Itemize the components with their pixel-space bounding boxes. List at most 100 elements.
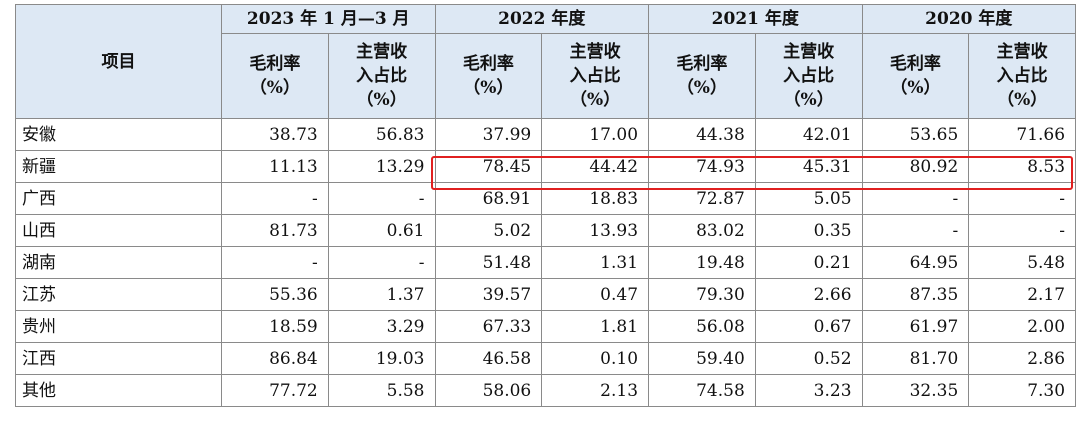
value-cell: 80.92: [861, 150, 970, 183]
value-cell: 86.84: [221, 342, 329, 375]
value-cell: 44.38: [648, 118, 756, 151]
value-cell: -: [968, 182, 1077, 215]
region-cell: 山西: [15, 214, 222, 247]
value-cell: -: [327, 182, 436, 215]
value-cell: 5.58: [327, 374, 436, 407]
metric-header-line: 入占比: [356, 66, 408, 86]
period-header-2022: 2022 年度: [434, 4, 650, 34]
value-cell: 2.00: [968, 310, 1077, 343]
value-cell: -: [221, 182, 329, 215]
value-cell: 13.29: [327, 150, 436, 183]
region-cell: 新疆: [15, 150, 222, 183]
table-row: 山西 81.73 0.61 5.02 13.93 83.02 0.35- -: [15, 214, 1077, 247]
value-cell: 19.48: [648, 246, 756, 279]
value-cell: 64.95: [861, 246, 970, 279]
value-cell: 61.97: [861, 310, 970, 343]
metric-header-gross-margin: 毛利率 （%）: [434, 33, 543, 119]
metric-header-line: （%）: [249, 78, 300, 98]
table-row: 新疆 11.13 13.29 78.45 44.42 74.93 45.31 80.92 8.5…: [15, 150, 1077, 183]
metric-header-gross-margin: 毛利率 （%）: [861, 33, 970, 119]
metric-header-line: （%）: [676, 78, 727, 98]
metric-header-line: 主营收: [569, 42, 621, 62]
value-cell: 2.66: [754, 278, 863, 311]
value-cell: 77.72: [221, 374, 329, 407]
metric-header-line: 毛利率: [676, 54, 728, 74]
value-cell: 32.35: [861, 374, 970, 407]
value-cell: 56.08: [648, 310, 756, 343]
value-cell: 0.35: [754, 214, 863, 247]
region-cell: 其他: [15, 374, 222, 407]
table-row: 贵州 18.59 3.29 67.33 1.81 56.08 0.67 61.97 2.00: [15, 310, 1077, 343]
region-cell: 广西: [15, 182, 222, 215]
value-cell: 5.05: [754, 182, 863, 215]
value-cell: 18.83: [541, 182, 650, 215]
table-wrapper: 项目 2023 年 1 月—3 月 2022 年度 2021 年度 2020 年…: [0, 4, 1080, 407]
region-cell: 江西: [15, 342, 222, 375]
metric-header-revenue-share: 主营收 入占比 （%）: [541, 33, 650, 119]
table-row: 广西 - -68.91 18.83 72.87 5.05- -: [15, 182, 1077, 215]
value-cell: -: [221, 246, 329, 279]
value-cell: -: [861, 214, 970, 247]
value-cell: 19.03: [327, 342, 436, 375]
metric-header-revenue-share: 主营收 入占比 （%）: [968, 33, 1077, 119]
table-row: 湖南 - -51.48 1.31 19.48 0.21 64.95 5.48: [15, 246, 1077, 279]
value-cell: 1.81: [541, 310, 650, 343]
metric-header-row: 毛利率 （%） 主营收 入占比 （%） 毛利率 （%） 主营收 入占比 （%） 毛利率 （%） 主营收入…: [16, 33, 1077, 119]
value-cell: 87.35: [861, 278, 970, 311]
metric-header-gross-margin: 毛利率 （%）: [648, 33, 756, 119]
value-cell: 42.01: [754, 118, 863, 151]
value-cell: 55.36: [221, 278, 329, 311]
region-cell: 贵州: [15, 310, 222, 343]
value-cell: -: [327, 246, 436, 279]
value-cell: 81.70: [861, 342, 970, 375]
metric-header-line: （%）: [570, 90, 621, 110]
value-cell: -: [968, 214, 1077, 247]
region-cell: 安徽: [15, 118, 222, 151]
value-cell: 74.58: [648, 374, 756, 407]
region-cell: 湖南: [15, 246, 222, 279]
value-cell: 3.23: [754, 374, 863, 407]
value-cell: 78.45: [434, 150, 543, 183]
value-cell: 13.93: [541, 214, 650, 247]
metric-header-line: 入占比: [783, 66, 835, 86]
value-cell: 39.57: [434, 278, 543, 311]
metric-header-line: 毛利率: [889, 54, 941, 74]
value-cell: 1.31: [541, 246, 650, 279]
metric-header-gross-margin: 毛利率 （%）: [221, 33, 329, 119]
value-cell: 83.02: [648, 214, 756, 247]
value-cell: 7.30: [968, 374, 1077, 407]
value-cell: 45.31: [754, 150, 863, 183]
value-cell: 0.67: [754, 310, 863, 343]
metric-header-line: 主营收: [996, 42, 1048, 62]
value-cell: 79.30: [648, 278, 756, 311]
value-cell: 67.33: [434, 310, 543, 343]
metric-header-revenue-share: 主营收 入占比 （%）: [327, 33, 436, 119]
value-cell: 2.13: [541, 374, 650, 407]
value-cell: 2.17: [968, 278, 1077, 311]
value-cell: 0.21: [754, 246, 863, 279]
value-cell: 5.48: [968, 246, 1077, 279]
value-cell: 18.59: [221, 310, 329, 343]
value-cell: 8.53: [968, 150, 1077, 183]
metric-header-line: 毛利率: [249, 54, 301, 74]
value-cell: 0.47: [541, 278, 650, 311]
value-cell: 11.13: [221, 150, 329, 183]
period-header-2023q1: 2023 年 1 月—3 月: [221, 4, 436, 34]
value-cell: 5.02: [434, 214, 543, 247]
value-cell: 2.86: [968, 342, 1077, 375]
value-cell: 81.73: [221, 214, 329, 247]
value-cell: 74.93: [648, 150, 756, 183]
region-cell: 江苏: [15, 278, 222, 311]
value-cell: 72.87: [648, 182, 756, 215]
value-cell: 53.65: [861, 118, 970, 151]
value-cell: 38.73: [221, 118, 329, 151]
value-cell: 0.52: [754, 342, 863, 375]
table-row: 其他 77.72 5.58 58.06 2.13 74.58 3.23 32.35 7.30: [15, 374, 1077, 407]
table-row: 安徽 38.73 56.83 37.99 17.00 44.38 42.01 53.65 71.…: [15, 118, 1077, 151]
value-cell: 51.48: [434, 246, 543, 279]
metric-header-line: （%）: [890, 78, 941, 98]
table-body: 安徽 38.73 56.83 37.99 17.00 44.38 42.01 53.65 71.…: [15, 118, 1077, 407]
metric-header-line: （%）: [463, 78, 514, 98]
value-cell: 46.58: [434, 342, 543, 375]
metric-header-line: 主营收: [356, 42, 408, 62]
